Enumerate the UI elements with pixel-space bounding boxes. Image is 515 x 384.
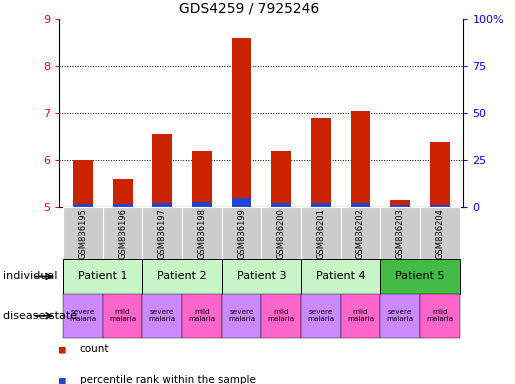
Bar bbox=[152, 134, 172, 207]
Text: severe
malaria: severe malaria bbox=[70, 310, 97, 322]
Text: Patient 4: Patient 4 bbox=[316, 271, 366, 281]
Text: GSM836201: GSM836201 bbox=[316, 208, 325, 259]
Text: GSM836203: GSM836203 bbox=[396, 208, 405, 259]
Bar bbox=[152, 203, 172, 207]
Bar bbox=[113, 179, 132, 207]
Bar bbox=[192, 202, 212, 207]
Bar bbox=[143, 207, 182, 259]
Text: severe
malaria: severe malaria bbox=[307, 310, 334, 322]
Bar bbox=[430, 142, 450, 207]
Text: mild
malaria: mild malaria bbox=[268, 310, 295, 322]
Text: Patient 1: Patient 1 bbox=[78, 271, 128, 281]
Bar bbox=[261, 207, 301, 259]
Bar bbox=[311, 203, 331, 207]
Text: GSM836198: GSM836198 bbox=[197, 208, 207, 259]
Text: GSM836195: GSM836195 bbox=[78, 208, 88, 259]
Bar bbox=[301, 207, 340, 259]
Bar bbox=[420, 207, 459, 259]
Text: ■: ■ bbox=[59, 375, 66, 384]
Text: severe
malaria: severe malaria bbox=[149, 310, 176, 322]
Bar bbox=[340, 294, 380, 338]
Text: percentile rank within the sample: percentile rank within the sample bbox=[80, 375, 256, 384]
Text: GSM836197: GSM836197 bbox=[158, 208, 167, 259]
Text: GSM836202: GSM836202 bbox=[356, 208, 365, 259]
Text: ■: ■ bbox=[59, 344, 66, 354]
Bar bbox=[182, 207, 222, 259]
Bar bbox=[222, 207, 261, 259]
Bar bbox=[232, 38, 251, 207]
Text: mild
malaria: mild malaria bbox=[347, 310, 374, 322]
Bar bbox=[390, 200, 410, 207]
Text: GSM836196: GSM836196 bbox=[118, 208, 127, 259]
Text: Patient 3: Patient 3 bbox=[236, 271, 286, 281]
Bar bbox=[63, 294, 103, 338]
Bar bbox=[63, 207, 103, 259]
Bar bbox=[73, 204, 93, 207]
Title: GDS4259 / 7925246: GDS4259 / 7925246 bbox=[179, 1, 319, 15]
Bar bbox=[192, 151, 212, 207]
Bar bbox=[380, 294, 420, 338]
Bar bbox=[222, 294, 261, 338]
Text: GSM836204: GSM836204 bbox=[435, 208, 444, 259]
Bar bbox=[103, 207, 143, 259]
Bar bbox=[301, 294, 340, 338]
Text: GSM836200: GSM836200 bbox=[277, 208, 286, 259]
Text: Patient 5: Patient 5 bbox=[395, 271, 444, 281]
Bar bbox=[271, 203, 291, 207]
Text: severe
malaria: severe malaria bbox=[387, 310, 414, 322]
Text: mild
malaria: mild malaria bbox=[426, 310, 453, 322]
Bar bbox=[113, 204, 132, 207]
Text: disease state: disease state bbox=[3, 311, 77, 321]
Bar bbox=[73, 161, 93, 207]
Text: Patient 2: Patient 2 bbox=[157, 271, 207, 281]
Bar bbox=[261, 294, 301, 338]
Text: count: count bbox=[80, 344, 109, 354]
Bar bbox=[63, 259, 143, 294]
Bar bbox=[390, 205, 410, 207]
Bar bbox=[430, 205, 450, 207]
Bar bbox=[351, 111, 370, 207]
Bar bbox=[143, 259, 222, 294]
Bar bbox=[103, 294, 143, 338]
Bar bbox=[232, 198, 251, 207]
Bar bbox=[182, 294, 222, 338]
Bar bbox=[380, 259, 459, 294]
Bar bbox=[271, 151, 291, 207]
Text: GSM836199: GSM836199 bbox=[237, 208, 246, 259]
Bar bbox=[380, 207, 420, 259]
Text: mild
malaria: mild malaria bbox=[109, 310, 136, 322]
Text: mild
malaria: mild malaria bbox=[188, 310, 215, 322]
Bar bbox=[311, 118, 331, 207]
Bar bbox=[143, 294, 182, 338]
Bar bbox=[420, 294, 459, 338]
Bar bbox=[340, 207, 380, 259]
Text: individual: individual bbox=[3, 271, 57, 281]
Bar bbox=[222, 259, 301, 294]
Bar bbox=[301, 259, 380, 294]
Bar bbox=[351, 203, 370, 207]
Text: severe
malaria: severe malaria bbox=[228, 310, 255, 322]
